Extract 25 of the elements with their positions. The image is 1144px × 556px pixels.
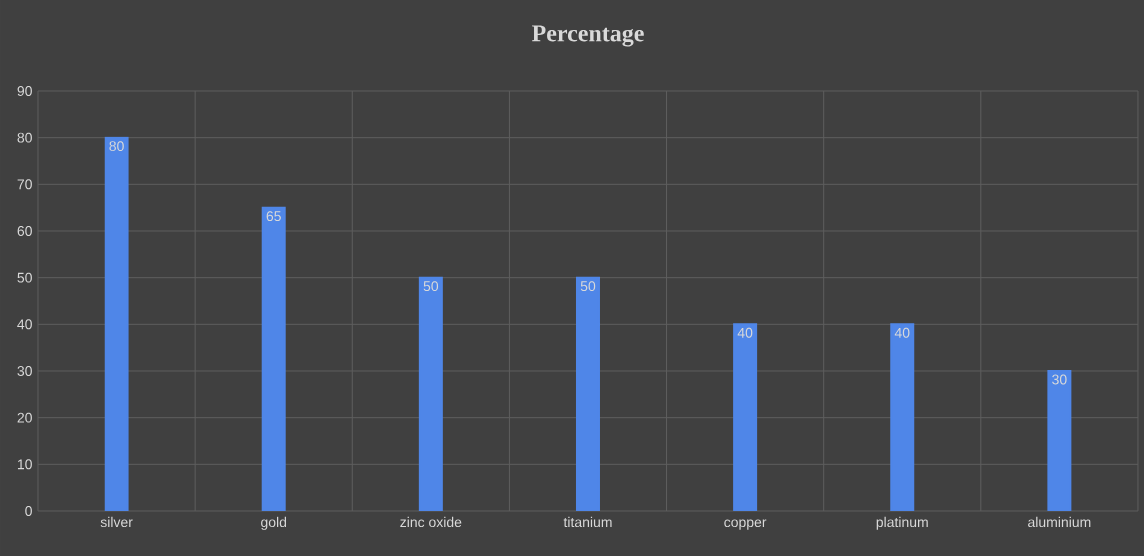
x-tick-label: copper <box>724 519 767 530</box>
y-tick-label: 40 <box>17 319 32 330</box>
x-tick-label: platinum <box>876 516 928 530</box>
data-label: 40 <box>737 327 753 338</box>
x-tick-label: silver <box>100 516 133 528</box>
data-label: 80 <box>109 141 124 152</box>
data-label: 50 <box>580 281 596 292</box>
data-label: 65 <box>266 211 281 222</box>
y-tick-label: 20 <box>17 412 32 423</box>
y-tick-label: 80 <box>17 132 32 143</box>
data-label: 50 <box>423 281 439 292</box>
y-tick-label: 50 <box>17 272 32 283</box>
y-tick-label: 0 <box>25 506 32 516</box>
data-label: 40 <box>894 327 910 338</box>
x-tick-label: aluminium <box>1028 516 1091 528</box>
y-tick-label: 70 <box>17 179 32 190</box>
x-tick-label: gold <box>261 516 287 530</box>
chart-title: Percentage <box>532 25 644 47</box>
y-tick-label: 60 <box>17 226 32 236</box>
y-tick-label: 10 <box>17 459 32 470</box>
x-tick-label: zinc oxide <box>400 516 462 528</box>
y-tick-label: 30 <box>17 366 32 376</box>
y-tick-label: 90 <box>17 86 32 96</box>
data-label: 30 <box>1052 374 1067 385</box>
x-tick-label: titanium <box>563 516 612 528</box>
